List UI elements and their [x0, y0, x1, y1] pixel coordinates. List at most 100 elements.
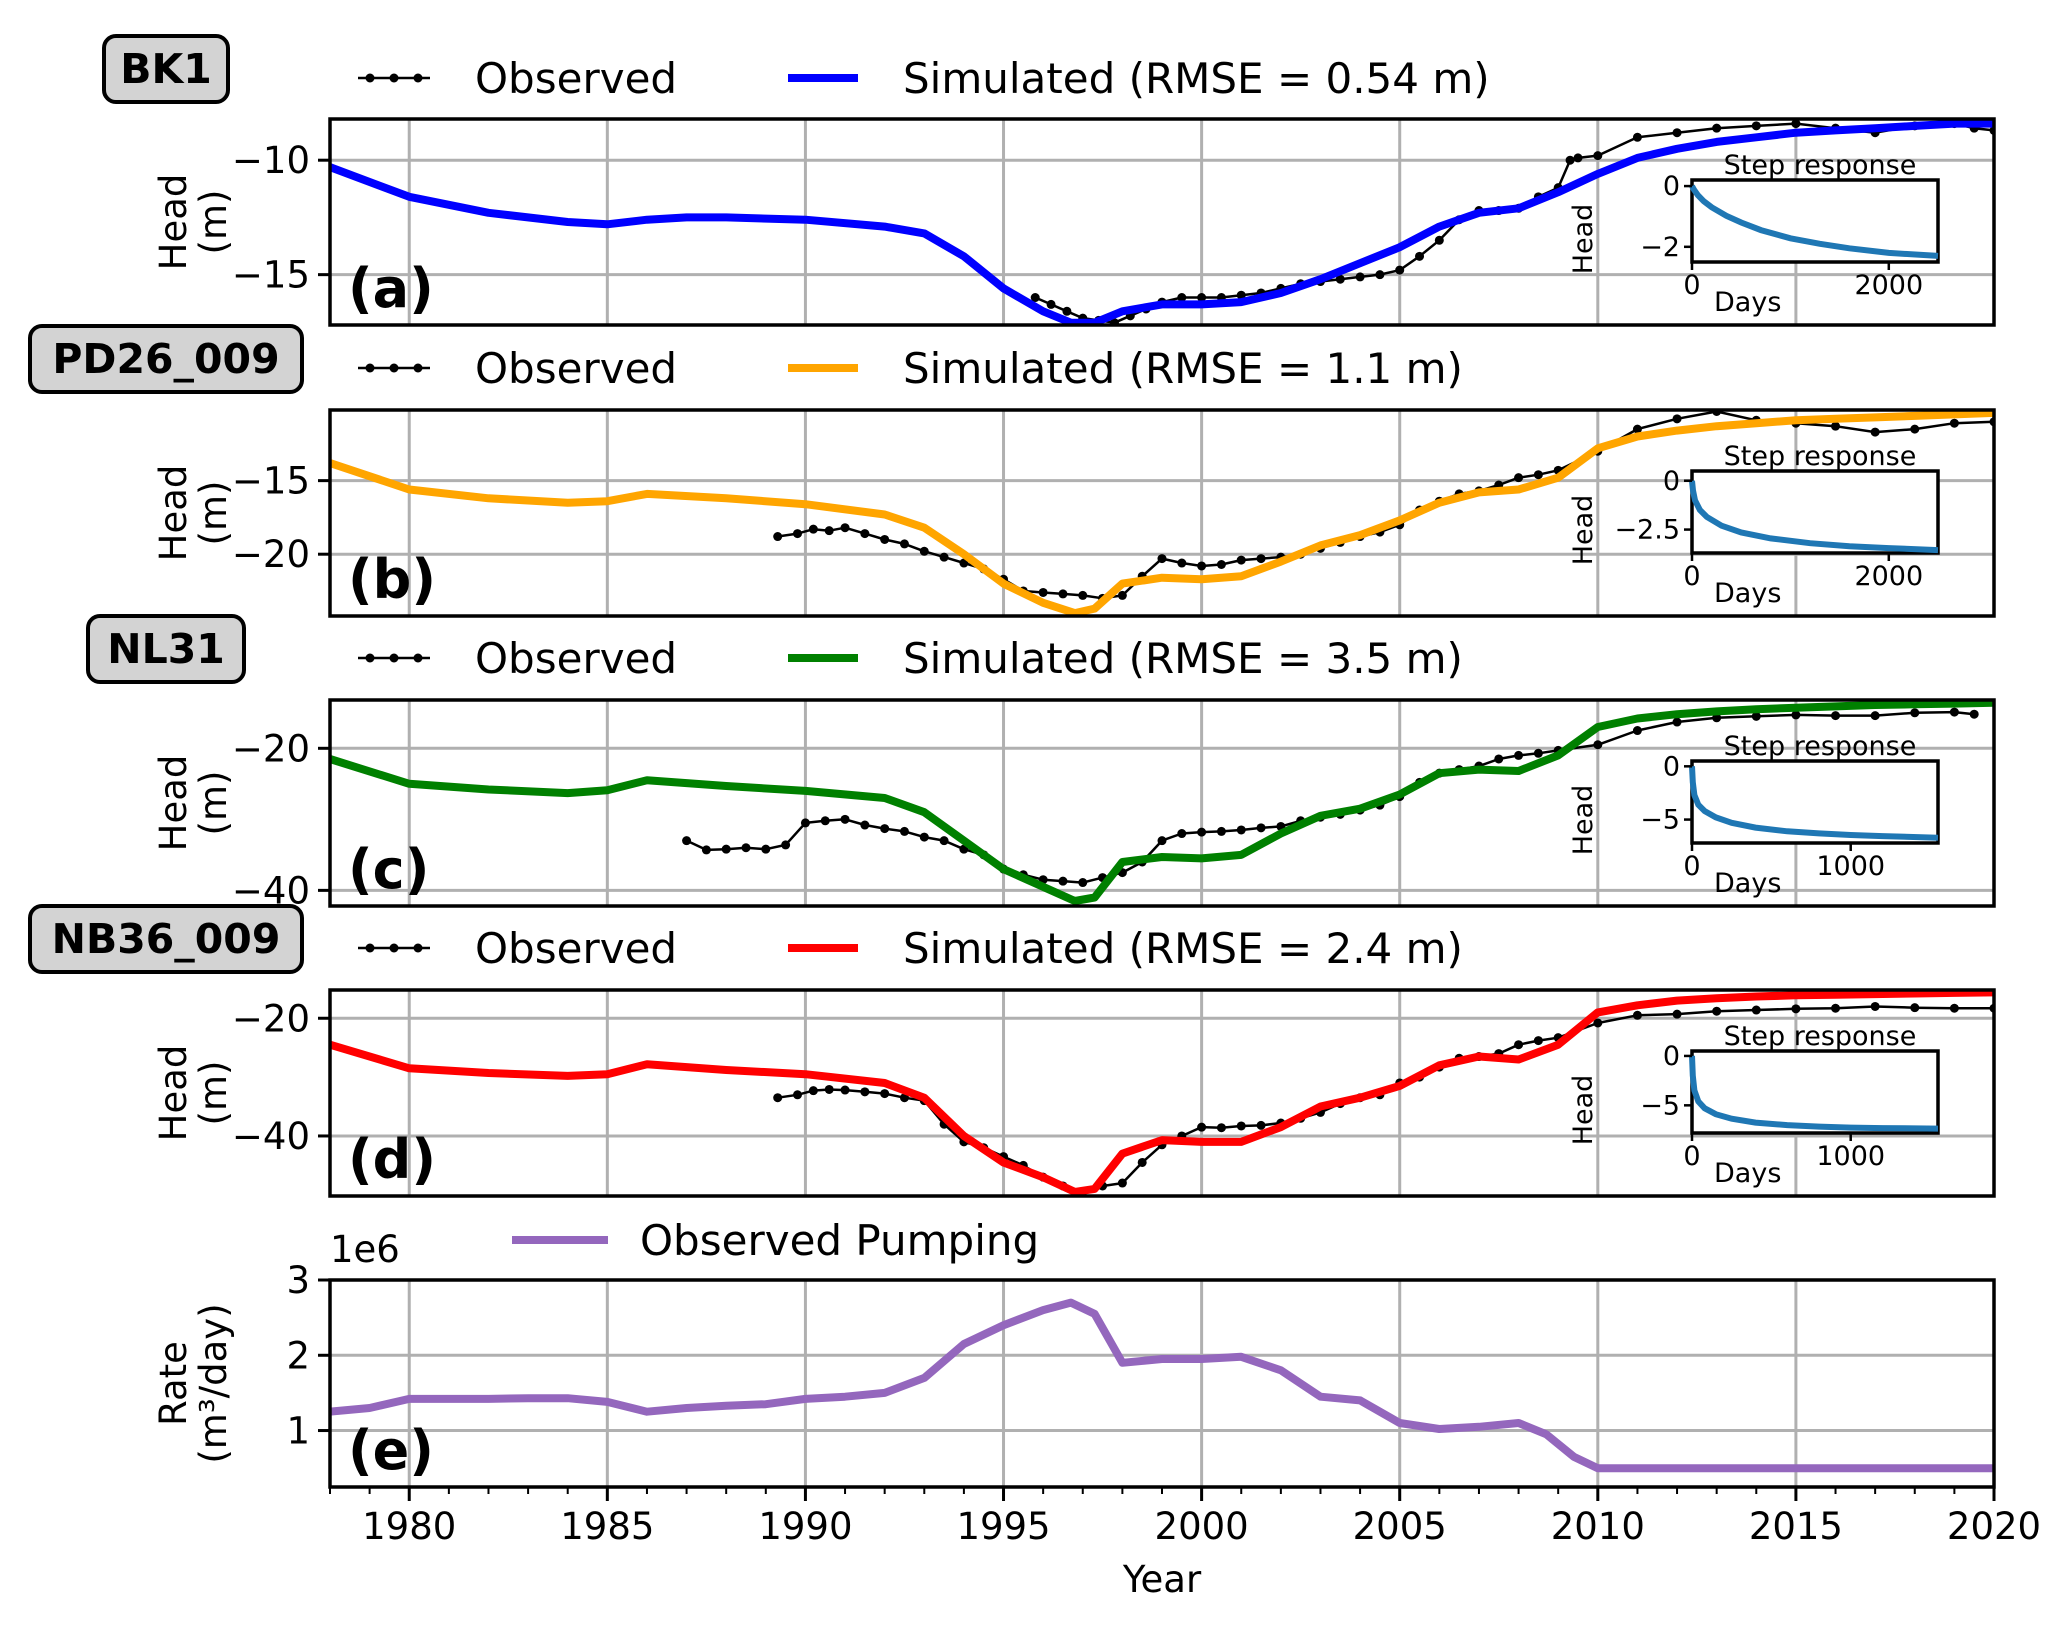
observed-point [1117, 590, 1127, 600]
observed-point [1157, 554, 1167, 564]
panel-5: 3 2 1 Rate(m³/day) (e) Observed Pumping 1e6 198… [152, 1216, 2041, 1601]
legend-simulated-label: Simulated (RMSE = 1.1 m) [903, 344, 1463, 393]
observed-point [1573, 153, 1583, 163]
observed-point [1949, 1003, 1959, 1013]
observed-point [1533, 748, 1543, 758]
observed-point [1791, 1004, 1801, 1014]
observed-point [1256, 1120, 1266, 1130]
observed-point [1030, 293, 1040, 303]
x-tick-label: 1980 [362, 1505, 456, 1548]
x-tick-label: 2000 [1155, 1505, 1249, 1548]
observed-point [1870, 1001, 1880, 1011]
inset-y-tick-label: 0 [1663, 466, 1680, 497]
observed-point [1533, 1036, 1543, 1046]
y-tick-label: −40 [232, 1115, 310, 1158]
y-tick-label: 3 [286, 1259, 310, 1302]
legend: Observed Simulated (RMSE = 3.5 m) [358, 634, 1463, 683]
observed-point [1672, 128, 1682, 138]
step-response-line [1689, 480, 1939, 554]
legend-simulated-label: Simulated (RMSE = 3.5 m) [903, 634, 1463, 683]
station-label: NB36_009 [52, 915, 281, 963]
observed-point [1593, 151, 1603, 161]
inset-y-label: Head [1568, 204, 1599, 275]
observed-point [1632, 726, 1642, 736]
observed-series-line [776, 410, 1994, 600]
observed-point [1791, 119, 1801, 129]
observed-point [1415, 251, 1425, 261]
observed-point [1434, 235, 1444, 245]
observed-point [721, 844, 731, 854]
inset-y-tick-label: −5 [1640, 1090, 1680, 1121]
observed-point [1751, 121, 1761, 131]
y-tick-label: −15 [232, 460, 310, 503]
inset-y-tick-label: −2.5 [1614, 515, 1680, 546]
observed-point [939, 836, 949, 846]
legend-observed-label: Observed [475, 924, 677, 973]
inset-x-tick-label: 0 [1683, 1141, 1700, 1172]
observed-point [1672, 1009, 1682, 1019]
x-axis-label: Year [1122, 1558, 1202, 1601]
y-offset-text: 1e6 [330, 1228, 400, 1271]
inset-y-tick-label: 0 [1663, 171, 1680, 202]
observed-point [840, 523, 850, 533]
legend-simulated-label: Simulated (RMSE = 2.4 m) [903, 924, 1463, 973]
observed-point [1514, 1040, 1524, 1050]
observed-point [1514, 473, 1524, 483]
observed-point [1197, 293, 1207, 303]
inset-x-label: Days [1714, 868, 1781, 899]
observed-point [860, 820, 870, 830]
observed-point [1831, 1003, 1841, 1013]
legend: Observed Pumping [512, 1216, 1039, 1265]
x-tick-label: 2010 [1551, 1505, 1645, 1548]
observed-point [1672, 414, 1682, 424]
observed-point [682, 836, 692, 846]
observed-point [1177, 829, 1187, 839]
observed-point [1751, 1005, 1761, 1015]
inset-x-tick-label: 0 [1683, 270, 1700, 301]
observed-point [1058, 589, 1068, 599]
observed-point [1216, 560, 1226, 569]
y-tick-label: −20 [232, 727, 310, 770]
observed-point [781, 840, 791, 850]
step-response-line [1689, 184, 1939, 259]
observed-point [1216, 1123, 1226, 1133]
station-badge [28, 904, 304, 974]
observed-point [939, 552, 949, 562]
observed-point [1593, 1018, 1603, 1028]
simulated-series-line [330, 700, 1994, 905]
legend-observed-label: Observed [475, 634, 677, 683]
simulated-series-line [330, 1298, 1994, 1473]
inset-x-tick-label: 1000 [1816, 1141, 1885, 1172]
observed-point [761, 844, 771, 854]
observed-point [1137, 1157, 1147, 1167]
observed-point [919, 546, 929, 556]
y-tick-label: 2 [286, 1334, 310, 1377]
observed-point [1494, 754, 1504, 764]
observed-point [1751, 711, 1761, 721]
observed-point [1969, 709, 1979, 719]
station-label: PD26_009 [52, 335, 279, 383]
x-tick-label: 2005 [1353, 1505, 1447, 1548]
axes-frame [328, 1278, 1996, 1489]
legend: Observed Simulated (RMSE = 1.1 m) [358, 344, 1463, 393]
observed-point [1395, 265, 1405, 275]
observed-point [1335, 274, 1345, 284]
inset-x-label: Days [1714, 578, 1781, 609]
observed-point [800, 818, 810, 828]
station-label: BK1 [120, 45, 212, 93]
observed-point [1672, 717, 1682, 727]
inset-x-tick-label: 2000 [1854, 561, 1923, 592]
observed-point [1256, 554, 1266, 564]
observed-point [824, 526, 834, 536]
observed-point [1058, 876, 1068, 886]
station-label: NL31 [107, 625, 225, 673]
observed-point [1831, 421, 1841, 431]
observed-point [1236, 1121, 1246, 1131]
observed-point [773, 1093, 783, 1103]
observed-point [1870, 427, 1880, 437]
observed-point [1565, 155, 1575, 165]
observed-point [1632, 424, 1642, 434]
